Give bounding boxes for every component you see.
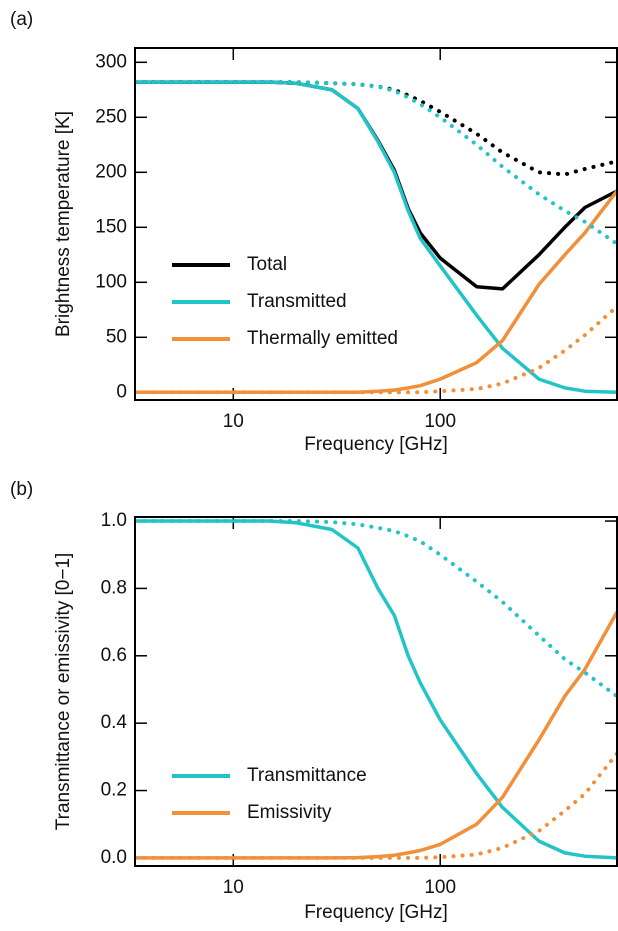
y-tick-label: 100 bbox=[95, 271, 127, 292]
y-tick-label: 0.8 bbox=[101, 577, 127, 598]
series-line bbox=[135, 304, 617, 395]
legend-label: Transmittance bbox=[247, 765, 367, 786]
y-axis-label: Brightness temperature [K] bbox=[53, 111, 74, 337]
y-tick-label: 1.0 bbox=[101, 510, 127, 531]
series-line bbox=[135, 189, 617, 395]
x-axis-label: Frequency [GHz] bbox=[304, 902, 448, 923]
x-axis-label: Frequency [GHz] bbox=[304, 434, 448, 455]
panel-label: (a) bbox=[10, 9, 33, 30]
y-tick-label: 200 bbox=[95, 161, 127, 182]
series-line bbox=[135, 611, 617, 860]
y-tick-label: 50 bbox=[106, 326, 127, 347]
y-tick-label: 0.2 bbox=[101, 780, 127, 801]
x-tick-label: 100 bbox=[424, 877, 456, 898]
panel-label: (b) bbox=[10, 479, 33, 500]
plot-frame bbox=[134, 516, 618, 867]
series-line bbox=[135, 80, 617, 291]
series-line bbox=[135, 80, 617, 246]
series-line bbox=[135, 519, 617, 699]
y-axis-label: Transmittance or emissivity [0−1] bbox=[53, 553, 74, 831]
x-tick-label: 10 bbox=[223, 411, 244, 432]
y-tick-label: 150 bbox=[95, 216, 127, 237]
y-tick-label: 0.6 bbox=[101, 645, 127, 666]
series-line bbox=[135, 519, 617, 860]
x-tick-label: 100 bbox=[424, 411, 456, 432]
series-line bbox=[135, 751, 617, 860]
y-tick-label: 300 bbox=[95, 51, 127, 72]
legend-label: Total bbox=[247, 254, 287, 275]
legend-label: Emissivity bbox=[247, 802, 332, 823]
plot-frame bbox=[134, 47, 618, 401]
y-tick-label: 0.4 bbox=[101, 712, 128, 733]
legend-label: Transmitted bbox=[247, 291, 347, 312]
y-tick-label: 0 bbox=[116, 381, 127, 402]
series-line bbox=[135, 80, 617, 177]
x-tick-label: 10 bbox=[223, 877, 244, 898]
legend-label: Thermally emitted bbox=[247, 328, 398, 349]
y-tick-label: 250 bbox=[95, 106, 127, 127]
y-tick-label: 0.0 bbox=[101, 847, 127, 868]
